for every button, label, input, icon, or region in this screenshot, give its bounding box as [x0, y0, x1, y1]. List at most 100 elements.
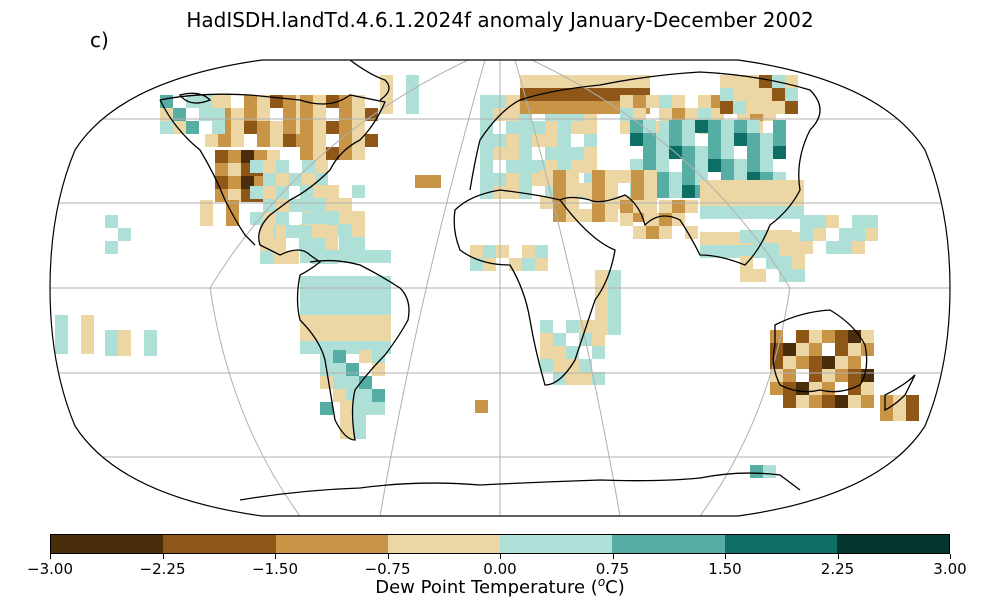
- colorbar-segment: [724, 535, 837, 553]
- grid-cell: [800, 228, 813, 241]
- grid-cell: [656, 185, 669, 198]
- grid-cell: [700, 206, 713, 219]
- grid-cell: [313, 185, 326, 198]
- grid-cell: [861, 395, 874, 408]
- grid-cell: [352, 250, 365, 263]
- grid-cell: [276, 225, 289, 238]
- grid-cell: [839, 241, 852, 254]
- grid-cell: [378, 328, 391, 341]
- grid-cell: [200, 200, 213, 213]
- grid-cell: [353, 426, 366, 439]
- grid-cell: [631, 183, 644, 196]
- grid-cell: [506, 186, 519, 199]
- grid-cell: [302, 212, 315, 225]
- grid-cell: [352, 211, 365, 224]
- grid-cell: [173, 108, 186, 121]
- colorbar-tick-label: 0.00: [483, 560, 517, 578]
- grid-cell: [656, 159, 669, 172]
- grid-cell: [698, 108, 711, 121]
- grid-cell: [352, 185, 365, 198]
- grid-cell: [339, 211, 352, 224]
- grid-cell: [257, 134, 270, 147]
- grid-cell: [733, 88, 746, 101]
- grid-cell: [620, 200, 633, 213]
- colorbar-tick-mark: [612, 554, 614, 559]
- grid-cell: [584, 147, 597, 160]
- grid-cell: [643, 133, 656, 146]
- grid-cell: [144, 343, 157, 356]
- grid-cell: [700, 193, 713, 206]
- colorbar: [50, 534, 950, 554]
- grid-cell: [559, 75, 572, 88]
- grid-cell: [520, 88, 533, 101]
- grid-cell: [592, 372, 605, 385]
- grid-cell: [352, 147, 365, 160]
- grid-cell: [506, 134, 519, 147]
- grid-cell: [313, 315, 326, 328]
- grid-cell: [721, 133, 734, 146]
- grid-cell: [326, 211, 339, 224]
- grid-cell: [669, 133, 682, 146]
- grid-cell: [118, 343, 131, 356]
- grid-cell: [470, 258, 483, 271]
- grid-cell: [372, 402, 385, 415]
- grid-cell: [618, 170, 631, 183]
- grid-cell: [273, 238, 286, 251]
- grid-cell: [346, 363, 359, 376]
- grid-cell: [773, 133, 786, 146]
- grid-cell: [263, 212, 276, 225]
- colorbar-tick-label: 2.25: [820, 560, 855, 578]
- grid-cell: [312, 238, 325, 251]
- grid-cell: [726, 245, 739, 258]
- grid-cell: [620, 213, 633, 226]
- grid-cell: [813, 228, 826, 241]
- grid-cell: [519, 186, 532, 199]
- grid-cell: [326, 147, 339, 160]
- grid-cell: [779, 243, 792, 256]
- grid-cell: [893, 395, 906, 408]
- grid-cell: [378, 302, 391, 315]
- grid-cell: [852, 215, 865, 228]
- grid-cell: [682, 133, 695, 146]
- grid-cell: [257, 95, 270, 108]
- grid-cell: [739, 206, 752, 219]
- grid-cell: [326, 302, 339, 315]
- grid-cell: [822, 382, 835, 395]
- colorbar-tick-label: −3.00: [27, 560, 73, 578]
- grid-cell: [313, 328, 326, 341]
- grid-cell: [257, 108, 270, 121]
- grid-cell: [595, 309, 608, 322]
- grid-cell: [365, 250, 378, 263]
- grid-cell: [378, 250, 391, 263]
- grid-cell: [540, 346, 553, 359]
- grid-cell: [643, 120, 656, 133]
- grid-cell: [326, 250, 339, 263]
- grid-cell: [105, 241, 118, 254]
- grid-cell: [326, 289, 339, 302]
- grid-cell: [545, 147, 558, 160]
- grid-cell: [579, 359, 592, 372]
- grid-cell: [608, 283, 621, 296]
- grid-cell: [333, 376, 346, 389]
- grid-cell: [250, 212, 263, 225]
- grid-cell: [546, 88, 559, 101]
- grid-cell: [848, 330, 861, 343]
- grid-cell: [81, 341, 94, 354]
- grid-cell: [865, 228, 878, 241]
- grid-cell: [861, 330, 874, 343]
- grid-cell: [199, 108, 212, 121]
- grid-cell: [848, 369, 861, 382]
- grid-cell: [783, 395, 796, 408]
- grid-cell: [365, 134, 378, 147]
- grid-cell: [566, 372, 579, 385]
- grid-cell: [520, 75, 533, 88]
- grid-cell: [378, 315, 391, 328]
- grid-cell: [406, 101, 419, 114]
- grid-cell: [698, 95, 711, 108]
- grid-cell: [779, 269, 792, 282]
- grid-cell: [302, 173, 315, 186]
- grid-cell: [644, 183, 657, 196]
- grid-cell: [809, 369, 822, 382]
- grid-cell: [359, 350, 372, 363]
- grid-cell: [522, 258, 535, 271]
